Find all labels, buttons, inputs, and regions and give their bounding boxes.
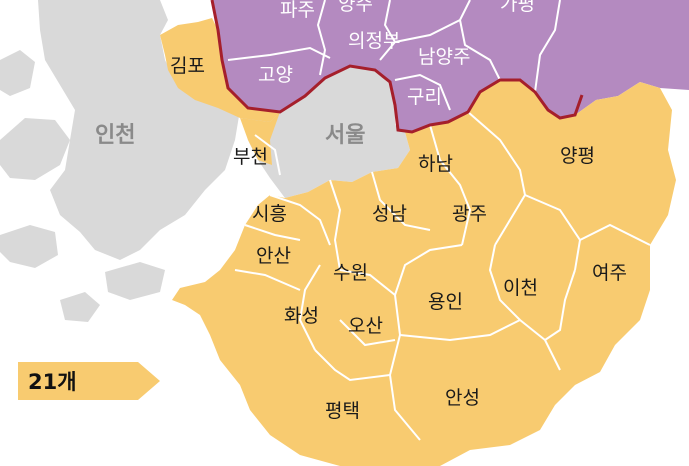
boundary-line bbox=[210, 0, 584, 134]
gimpo-area bbox=[160, 18, 280, 122]
label-paju: 파주 bbox=[280, 0, 315, 21]
legend: 21개 bbox=[18, 362, 160, 400]
legend-arrow bbox=[18, 362, 160, 400]
seoul-area bbox=[240, 66, 410, 198]
label-hanam: 하남 bbox=[418, 153, 453, 175]
label-bucheon: 부천 bbox=[233, 146, 268, 168]
purple-district-lines bbox=[227, 0, 561, 111]
label-gimpo: 김포 bbox=[170, 55, 205, 77]
island-3 bbox=[105, 262, 165, 300]
label-ansan: 안산 bbox=[256, 245, 291, 267]
island-2 bbox=[0, 225, 58, 268]
grey-land bbox=[0, 0, 410, 322]
legend-label: 21개 bbox=[28, 370, 77, 394]
label-siheung: 시흥 bbox=[252, 203, 287, 225]
label-goyang: 고양 bbox=[258, 64, 293, 86]
yellow-region bbox=[160, 18, 676, 466]
label-incheon: 인천 bbox=[95, 123, 135, 148]
purple-area bbox=[212, 0, 689, 132]
label-gwangju: 광주 bbox=[452, 203, 487, 225]
island-1 bbox=[0, 118, 70, 180]
label-namyangju: 남양주 bbox=[418, 46, 470, 68]
label-anseong: 안성 bbox=[445, 387, 480, 409]
label-osan: 오산 bbox=[348, 315, 383, 337]
label-yangju: 양주 bbox=[338, 0, 373, 15]
label-suwon: 수원 bbox=[333, 262, 368, 284]
label-yongin: 용인 bbox=[428, 291, 463, 313]
island-5 bbox=[60, 292, 100, 322]
purple-region bbox=[212, 0, 689, 132]
label-seongnam: 성남 bbox=[372, 203, 407, 225]
label-pyeongtaek: 평택 bbox=[325, 400, 360, 422]
label-yangpyeong: 양평 bbox=[560, 145, 595, 167]
label-hwaseong: 화성 bbox=[284, 305, 319, 327]
label-seoul: 서울 bbox=[325, 123, 365, 148]
yellow-district-lines bbox=[234, 111, 651, 441]
incheon-mainland bbox=[38, 0, 240, 260]
label-yeoju: 여주 bbox=[592, 262, 627, 284]
south-area bbox=[172, 80, 676, 466]
label-gapyeong: 가평 bbox=[500, 0, 535, 15]
island-4 bbox=[0, 50, 35, 96]
label-icheon: 이천 bbox=[503, 277, 538, 299]
label-guri: 구리 bbox=[407, 86, 442, 108]
label-uijeongbu: 의정부 bbox=[348, 30, 400, 52]
